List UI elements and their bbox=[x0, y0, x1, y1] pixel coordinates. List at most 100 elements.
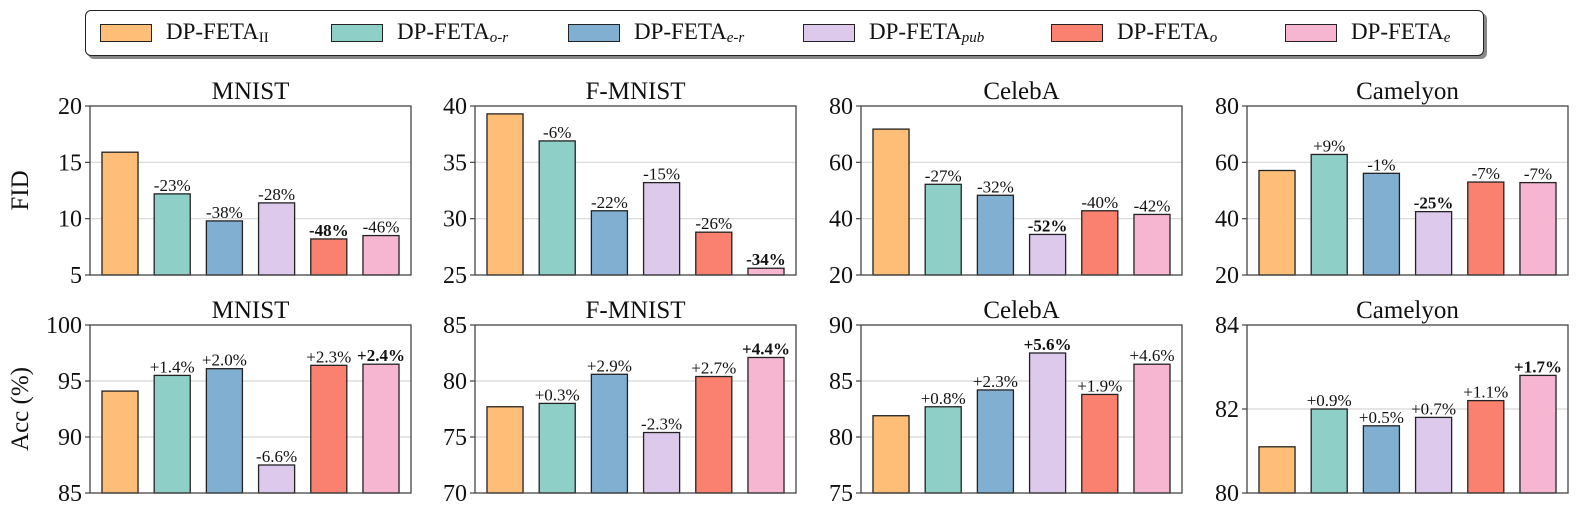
data-label: -6.6% bbox=[256, 447, 297, 466]
y-tick-label: 80 bbox=[1215, 481, 1239, 507]
legend-swatch bbox=[568, 24, 620, 42]
data-label: -27% bbox=[925, 166, 962, 185]
data-label: -32% bbox=[977, 177, 1014, 196]
data-label: +1.7% bbox=[1514, 357, 1562, 376]
bar bbox=[747, 267, 785, 276]
bar bbox=[153, 193, 191, 276]
axes-frame bbox=[860, 324, 1183, 494]
bar bbox=[310, 238, 348, 276]
bar bbox=[486, 113, 524, 276]
bar bbox=[1362, 172, 1401, 276]
subplot-acc-f-mnist: +0.3% +2.9% -2.3% +2.7% +4.4% 70 75 80 85 F-MNIST bbox=[443, 297, 797, 507]
bar bbox=[257, 464, 296, 494]
legend-label: DP-FETAe bbox=[1351, 19, 1451, 46]
legend-swatch bbox=[803, 24, 855, 42]
data-label: -52% bbox=[1028, 216, 1068, 235]
bar bbox=[1467, 399, 1505, 494]
legend-label: DP-FETApub bbox=[869, 19, 985, 46]
bar bbox=[1414, 210, 1453, 276]
data-label: +1.1% bbox=[1463, 383, 1508, 402]
bar bbox=[1362, 425, 1401, 494]
subplot-title: MNIST bbox=[212, 297, 290, 324]
data-label: +1.9% bbox=[1077, 376, 1122, 395]
y-tick-label: 10 bbox=[58, 207, 82, 233]
data-label: -42% bbox=[1134, 196, 1171, 215]
legend-label: DP-FETAo-r bbox=[397, 19, 509, 46]
legend-item-feta-pub: DP-FETApub bbox=[803, 11, 984, 55]
subplot-title: MNIST bbox=[212, 78, 290, 105]
data-label: +2.0% bbox=[202, 351, 247, 370]
data-label: +9% bbox=[1313, 136, 1345, 155]
data-label: -25% bbox=[1414, 194, 1454, 213]
bar bbox=[486, 406, 524, 494]
bar bbox=[362, 234, 400, 276]
legend-swatch bbox=[1051, 24, 1103, 42]
subplot-title: Camelyon bbox=[1356, 297, 1459, 324]
subplot-title: CelebA bbox=[983, 78, 1059, 105]
y-tick-label: 84 bbox=[1215, 313, 1239, 339]
subplot-acc-mnist: +1.4% +2.0% -6.6% +2.3% +2.4% 85 90 95 100 MNIST A… bbox=[7, 297, 412, 507]
data-label: +0.3% bbox=[535, 385, 580, 404]
data-label: +2.7% bbox=[691, 359, 736, 378]
legend-item-feta-ii: DP-FETAII bbox=[100, 11, 269, 55]
y-tick-label: 40 bbox=[443, 94, 467, 120]
bar bbox=[1028, 352, 1067, 494]
y-tick-label: 60 bbox=[1215, 150, 1239, 176]
y-tick-label: 60 bbox=[829, 150, 853, 176]
data-label: +4.4% bbox=[742, 339, 790, 358]
bar bbox=[538, 140, 576, 276]
data-label: -40% bbox=[1081, 193, 1118, 212]
y-tick-label: 15 bbox=[58, 150, 82, 176]
bar bbox=[1133, 213, 1171, 276]
bar bbox=[153, 374, 191, 494]
subplot-fid-celeba: -27% -32% -52% -40% -42% 20 40 60 80 CelebA bbox=[829, 78, 1183, 289]
bar bbox=[695, 231, 733, 276]
data-label: +4.6% bbox=[1129, 346, 1174, 365]
bar bbox=[924, 183, 962, 276]
subplot-fid-mnist: -23% -38% -28% -48% -46% 5 10 15 20 MNIST FID bbox=[7, 78, 412, 289]
bar bbox=[976, 389, 1015, 494]
data-label: -15% bbox=[643, 165, 680, 184]
subplot-title: CelebA bbox=[983, 297, 1059, 324]
legend: DP-FETAII DP-FETAo-r DP-FETAe-r DP-FETAp… bbox=[85, 10, 1484, 56]
legend-swatch bbox=[1285, 24, 1337, 42]
y-tick-label: 75 bbox=[443, 425, 467, 451]
legend-label: DP-FETAo bbox=[1117, 19, 1218, 46]
bar bbox=[1414, 416, 1453, 494]
y-tick-label: 30 bbox=[443, 207, 467, 233]
data-label: -2.3% bbox=[641, 415, 682, 434]
legend-swatch bbox=[331, 24, 383, 42]
bar bbox=[1081, 393, 1119, 494]
data-label: -46% bbox=[363, 218, 400, 237]
subplot-title: F-MNIST bbox=[585, 78, 685, 105]
y-tick-label: 80 bbox=[829, 425, 853, 451]
y-axis-label: FID bbox=[7, 170, 34, 210]
y-tick-label: 80 bbox=[443, 369, 467, 395]
bar bbox=[1258, 446, 1296, 494]
data-label: +0.7% bbox=[1411, 399, 1456, 418]
subplot-title: Camelyon bbox=[1356, 78, 1459, 105]
axes-frame bbox=[89, 105, 412, 276]
data-label: -34% bbox=[746, 250, 786, 269]
bar bbox=[310, 364, 348, 494]
data-label: +0.9% bbox=[1307, 391, 1352, 410]
bar bbox=[642, 431, 681, 494]
y-tick-label: 85 bbox=[829, 369, 853, 395]
data-label: +2.4% bbox=[357, 346, 405, 365]
data-label: -23% bbox=[154, 176, 191, 195]
y-tick-label: 82 bbox=[1215, 397, 1239, 423]
legend-swatch bbox=[100, 24, 152, 42]
bar bbox=[924, 406, 962, 494]
bar bbox=[1310, 153, 1348, 276]
y-tick-label: 35 bbox=[443, 150, 467, 176]
y-tick-label: 85 bbox=[58, 481, 82, 507]
bar bbox=[362, 363, 400, 494]
legend-item-feta-e-r: DP-FETAe-r bbox=[568, 11, 744, 55]
bar bbox=[205, 368, 244, 494]
subplot-fid-camelyon: +9% -1% -25% -7% -7% 20 40 60 80 Camelyon bbox=[1215, 78, 1569, 289]
y-tick-label: 90 bbox=[829, 313, 853, 339]
y-axis-label: Acc (%) bbox=[7, 367, 34, 451]
bar bbox=[538, 402, 576, 494]
bar bbox=[695, 375, 733, 494]
